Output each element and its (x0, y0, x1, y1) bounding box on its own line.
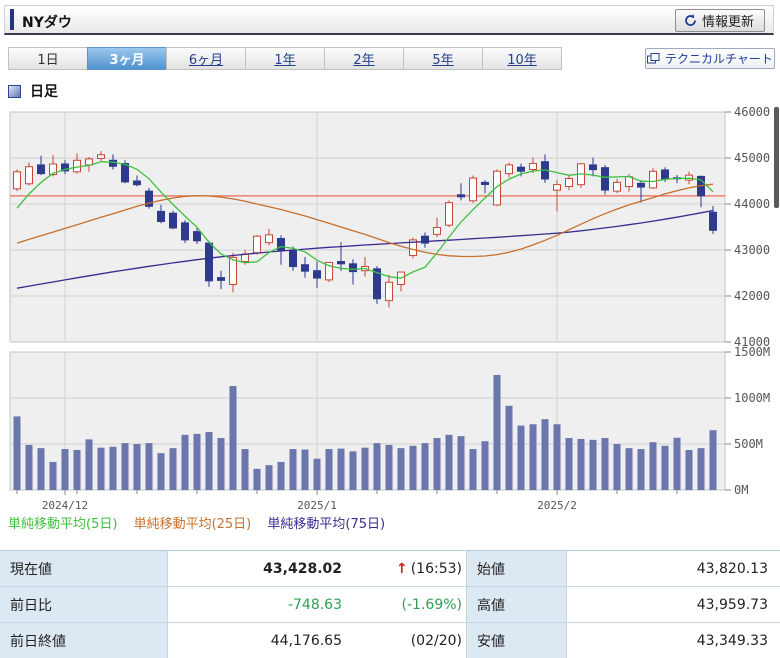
tab-5years[interactable]: 5年 (403, 47, 483, 70)
change-value: -748.63 (287, 596, 342, 613)
refresh-button[interactable]: 情報更新 (674, 9, 765, 32)
svg-text:44000: 44000 (734, 197, 770, 211)
tab-6months[interactable]: 6ヶ月 (166, 47, 246, 70)
label-high: 高値 (467, 587, 567, 623)
value-change: -748.63 (-1.69%) (168, 587, 467, 623)
svg-text:2025/1: 2025/1 (297, 499, 337, 512)
refresh-label: 情報更新 (701, 15, 754, 30)
svg-text:500M: 500M (734, 437, 763, 451)
square-bullet-icon (8, 84, 21, 98)
windows-icon (647, 53, 660, 64)
label-prev-close: 前日終値 (0, 623, 168, 658)
chart-type-label: 日足 (30, 84, 58, 100)
value-high: 43,959.73 (567, 587, 780, 623)
label-change: 前日比 (0, 587, 168, 623)
change-percent: (-1.69%) (401, 596, 462, 613)
legend-sma5: 単純移動平均(5日) (8, 517, 118, 532)
title-bar: NYダウ 情報更新 (4, 5, 774, 35)
value-prev-close: 44,176.65 (02/20) (168, 623, 467, 658)
prev-close-value: 44,176.65 (270, 632, 342, 649)
technical-chart-button[interactable]: テクニカルチャート (645, 48, 775, 69)
svg-text:46000: 46000 (734, 105, 770, 119)
prev-close-date: (02/20) (410, 632, 462, 649)
legend-sma25: 単純移動平均(25日) (133, 517, 252, 532)
quote-table: 現在値 43,428.02 ↑ (16:53) 始値 43,820.13 前日比 … (0, 550, 780, 658)
svg-text:0M: 0M (734, 483, 748, 497)
tab-1day[interactable]: 1日 (8, 47, 88, 70)
legend-sma75: 単純移動平均(75日) (267, 517, 386, 532)
svg-text:2025/2: 2025/2 (537, 499, 577, 512)
scrollbar-thumb[interactable] (774, 107, 779, 208)
current-price-time: ↑ (16:53) (395, 560, 462, 577)
ma-legend: 単純移動平均(5日) 単純移動平均(25日) 単純移動平均(75日) (8, 513, 397, 532)
value-open: 43,820.13 (567, 551, 780, 587)
chart-type-row: 日足 (8, 81, 58, 101)
technical-chart-label: テクニカルチャート (665, 52, 773, 66)
tab-3months[interactable]: 3ヶ月 (87, 47, 167, 70)
svg-text:41000: 41000 (734, 335, 770, 349)
svg-text:1500M: 1500M (734, 345, 770, 359)
tab-10years[interactable]: 10年 (482, 47, 562, 70)
svg-text:1000M: 1000M (734, 391, 770, 405)
period-tabs: 1日 3ヶ月 6ヶ月 1年 2年 5年 10年 (8, 47, 562, 70)
label-current-price: 現在値 (0, 551, 168, 587)
title-accent-bar (10, 9, 14, 30)
label-low: 安値 (467, 623, 567, 658)
refresh-icon (685, 14, 696, 26)
tab-2years[interactable]: 2年 (324, 47, 404, 70)
label-open: 始値 (467, 551, 567, 587)
svg-text:42000: 42000 (734, 289, 770, 303)
value-low: 43,349.33 (567, 623, 780, 658)
svg-text:43000: 43000 (734, 243, 770, 257)
current-price: 43,428.02 (263, 560, 342, 577)
value-current-price: 43,428.02 ↑ (16:53) (168, 551, 467, 587)
up-arrow-icon: ↑ (395, 560, 408, 577)
tab-1year[interactable]: 1年 (245, 47, 325, 70)
page-title: NYダウ (22, 15, 72, 31)
svg-text:2024/12: 2024/12 (42, 499, 88, 512)
svg-text:45000: 45000 (734, 151, 770, 165)
